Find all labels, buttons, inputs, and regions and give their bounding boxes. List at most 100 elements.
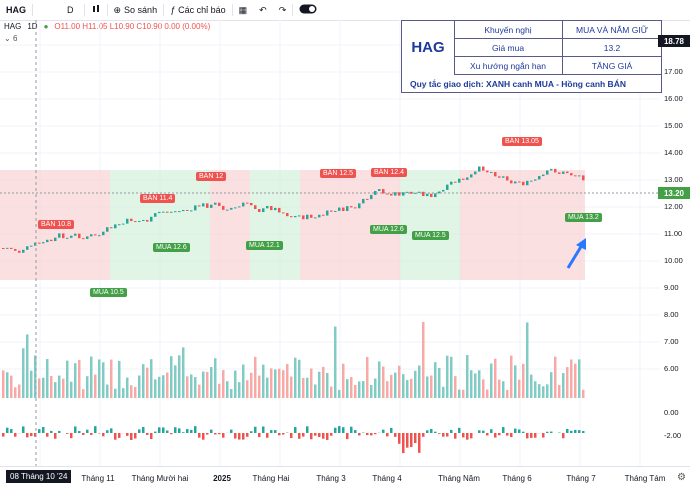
buy-price-value: 13.2 <box>563 39 661 56</box>
candle <box>198 205 201 206</box>
undo-button[interactable]: ↶ <box>253 0 273 20</box>
candle <box>514 181 517 183</box>
macd-bar <box>190 430 193 433</box>
candle <box>470 174 473 177</box>
macd-bar <box>562 433 565 438</box>
candle <box>230 208 233 210</box>
candle <box>506 176 509 180</box>
candle <box>578 175 581 176</box>
redo-button[interactable]: ↷ <box>273 0 293 20</box>
compare-button[interactable]: ⊕ So sánh <box>108 0 164 20</box>
volume-bar <box>22 348 25 398</box>
volume-bar <box>90 357 93 398</box>
macd-bar <box>502 427 505 433</box>
volume-bar <box>570 359 573 398</box>
candle <box>218 203 221 206</box>
indicators-label: Các chỉ báo <box>178 5 226 15</box>
macd-bar <box>346 433 349 439</box>
volume-bar <box>58 376 61 398</box>
volume-bar <box>390 375 393 398</box>
candle <box>462 179 465 180</box>
candle <box>26 246 29 250</box>
trading-rule: Quy tắc giao dịch: XANH canh MUA - Hồng … <box>402 75 661 92</box>
toggle-button[interactable] <box>293 0 323 20</box>
volume-bar <box>502 381 505 398</box>
candle <box>174 211 177 212</box>
macd-bar <box>326 433 329 440</box>
volume-bar <box>126 378 129 398</box>
candle <box>422 192 425 196</box>
price-tick-label: -2.00 <box>664 431 681 440</box>
volume-bar <box>154 379 157 398</box>
candle <box>22 250 25 253</box>
volume-bar <box>566 367 569 398</box>
indicators-button[interactable]: ƒ Các chỉ báo <box>164 0 232 20</box>
volume-bar <box>462 390 465 398</box>
macd-bar <box>70 433 73 438</box>
volume-bar <box>522 364 525 398</box>
volume-bar <box>538 384 541 398</box>
candle <box>262 208 265 212</box>
macd-bar <box>162 427 165 433</box>
candle <box>46 240 49 242</box>
macd-bar <box>510 433 513 437</box>
volume-bar <box>254 357 257 398</box>
volume-bar <box>186 376 189 398</box>
candle <box>114 224 117 228</box>
gear-icon[interactable]: ⚙ <box>677 472 686 483</box>
candle <box>234 207 237 208</box>
macd-bar <box>482 431 485 433</box>
macd-bar <box>198 433 201 438</box>
macd-bar <box>342 427 345 433</box>
volume-bar <box>430 376 433 398</box>
candle <box>454 182 457 183</box>
macd-bar <box>270 430 273 433</box>
macd-bar <box>578 430 581 433</box>
volume-bar <box>214 358 217 398</box>
trend-label: Xu hướng ngắn hạn <box>454 57 563 74</box>
macd-bar <box>230 430 233 433</box>
candle <box>334 211 337 212</box>
candle <box>210 205 213 208</box>
volume-bar <box>110 360 113 398</box>
macd-bar <box>318 433 321 437</box>
candle <box>486 171 489 173</box>
macd-bar <box>6 428 9 433</box>
time-axis[interactable]: Tháng 11 Tháng Mười hai 2025 Tháng Hai T… <box>0 466 690 489</box>
volume-bar <box>98 359 101 398</box>
candle-type-button[interactable] <box>85 0 107 20</box>
sell-signal-tag: BÁN 11.4 <box>140 194 175 203</box>
volume-bar <box>534 381 537 398</box>
macd-bar <box>570 431 573 433</box>
candle <box>386 194 389 195</box>
volume-bar <box>530 375 533 398</box>
candle <box>318 215 321 218</box>
volume-bar <box>50 376 53 398</box>
macd-bar <box>314 433 317 436</box>
layout-button[interactable]: ▦ <box>233 0 254 20</box>
macd-bar <box>426 430 429 433</box>
macd-bar <box>38 429 41 433</box>
macd-bar <box>530 433 533 438</box>
symbol-search[interactable]: HAG <box>0 0 32 20</box>
price-tick-label: 14.00 <box>664 148 683 157</box>
volume-bar <box>554 357 557 398</box>
interval-button[interactable]: D <box>33 0 84 20</box>
candle <box>146 220 149 222</box>
macd-bar <box>386 433 389 436</box>
volume-bar <box>46 359 49 398</box>
volume-bar <box>318 372 321 398</box>
volume-bar <box>94 375 97 398</box>
volume-bar <box>210 367 213 398</box>
candle <box>30 246 33 247</box>
candle <box>122 224 125 225</box>
macd-bar <box>282 433 285 435</box>
volume-bar <box>498 380 501 398</box>
macd-bar <box>266 433 269 438</box>
volume-bar <box>222 370 225 398</box>
macd-bar <box>438 433 441 434</box>
macd-bar <box>330 433 333 436</box>
candle <box>94 234 97 235</box>
macd-bar <box>374 433 377 434</box>
candle <box>458 179 461 183</box>
